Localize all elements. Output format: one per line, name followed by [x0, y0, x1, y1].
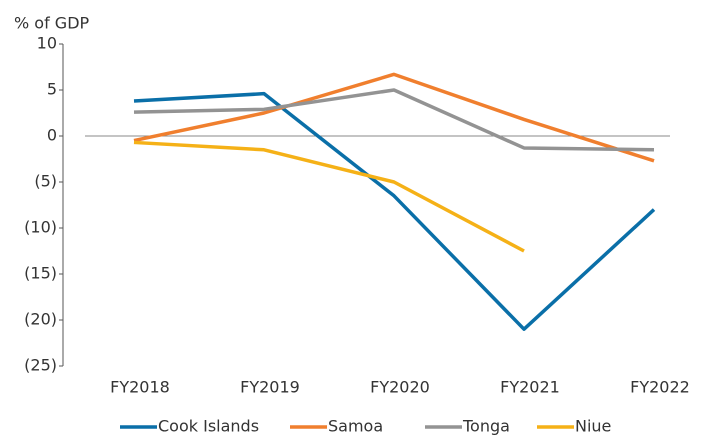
series-line	[133, 91, 656, 331]
y-tick-label: (25)	[24, 356, 57, 375]
legend-label: Tonga	[462, 417, 510, 436]
x-tick-label: FY2021	[500, 378, 560, 397]
y-tick-label: (15)	[24, 264, 57, 283]
legend-label: Niue	[575, 417, 611, 436]
x-tick-label: FY2018	[110, 378, 170, 397]
y-axis-label: % of GDP	[14, 14, 90, 33]
x-tick-label: FY2022	[630, 378, 690, 397]
series-line	[133, 72, 655, 163]
x-tick-label: FY2020	[370, 378, 430, 397]
y-tick-label: 0	[47, 126, 57, 145]
y-tick-label: (20)	[24, 310, 57, 329]
x-tick-label: FY2019	[240, 378, 300, 397]
series-line	[133, 88, 655, 152]
legend-label: Cook Islands	[158, 417, 259, 436]
y-tick-label: (5)	[34, 172, 57, 191]
series-line	[133, 140, 525, 253]
y-tick-label: 10	[37, 34, 57, 53]
y-tick-label: (10)	[24, 218, 57, 237]
legend-label: Samoa	[328, 417, 383, 436]
y-tick-label: 5	[47, 80, 57, 99]
